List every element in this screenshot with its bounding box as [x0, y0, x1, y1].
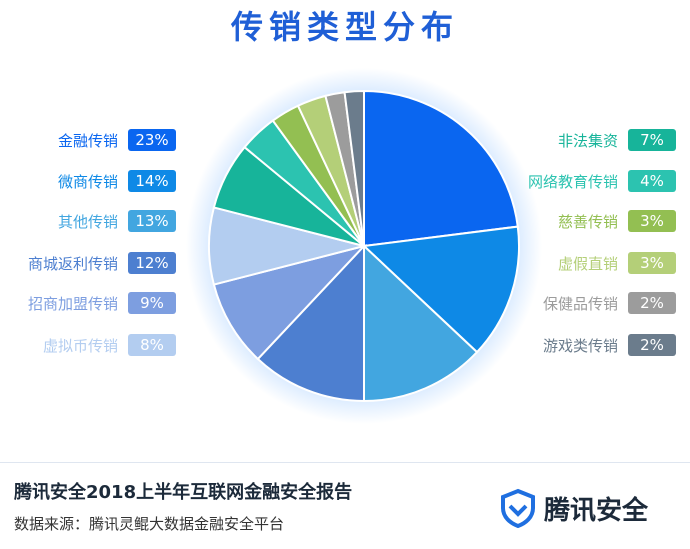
legend-label: 非法集资: [557, 131, 618, 150]
legend-label: 网络教育传销: [527, 172, 618, 191]
chart-title: 传销类型分布: [230, 8, 459, 46]
percent-badge: 4%: [628, 170, 676, 192]
percent-badge: 9%: [128, 292, 176, 314]
shield-icon: [501, 488, 535, 528]
legend-label: 其他传销: [57, 212, 118, 231]
pie-slice: [256, 243, 365, 403]
legend-label: 慈善传销: [557, 212, 618, 231]
pie-slice: [363, 243, 479, 403]
legend-label: 微商传销: [57, 172, 118, 191]
legend-item: 网络教育传销 4%: [526, 170, 676, 192]
footer-divider: [0, 462, 690, 463]
legend-right: 非法集资 7% 网络教育传销 4% 慈善传销 3% 虚假直销 3% 保健品传销 2% 游戏类传销 2%: [526, 0, 690, 460]
pie-slice: [212, 244, 368, 361]
percent-badge: 12%: [128, 252, 176, 274]
data-source: 数据来源：腾讯灵鲲大数据金融安全平台: [14, 515, 285, 533]
percent-badge: 2%: [628, 334, 676, 356]
legend-label: 保健品传销: [542, 294, 618, 313]
legend-item: 商城返利传销 12%: [28, 252, 176, 274]
legend-item: 其他传销 13%: [58, 210, 176, 232]
pie-slice: [343, 89, 365, 247]
pie-slice: [361, 225, 520, 354]
legend-item: 保健品传销 2%: [526, 292, 676, 314]
legend-item: 金融传销 23%: [58, 129, 176, 151]
percent-badge: 3%: [628, 210, 676, 232]
legend-item: 招商加盟传销 9%: [28, 292, 176, 314]
percent-badge: 7%: [628, 129, 676, 151]
percent-badge: 14%: [128, 170, 176, 192]
percent-badge: 13%: [128, 210, 176, 232]
percent-badge: 3%: [628, 252, 676, 274]
legend-label: 招商加盟传销: [27, 294, 118, 313]
legend-label: 游戏类传销: [542, 336, 618, 355]
legend-label: 商城返利传销: [27, 254, 118, 273]
percent-badge: 23%: [128, 129, 176, 151]
legend-left: 金融传销 23% 微商传销 14% 其他传销 13% 商城返利传销 12% 招商加盟传销 9% 虚拟…: [0, 0, 176, 460]
legend-item: 虚拟币传销 8%: [43, 334, 176, 356]
percent-badge: 2%: [628, 292, 676, 314]
report-title: 腾讯安全2018上半年互联网金融安全报告: [14, 482, 353, 503]
pie-chart: [186, 68, 542, 424]
legend-label: 虚拟币传销: [42, 336, 118, 355]
legend-label: 金融传销: [57, 131, 118, 150]
legend-item: 慈善传销 3%: [526, 210, 676, 232]
brand-logo: 腾讯安全: [498, 488, 648, 528]
legend-item: 微商传销 14%: [58, 170, 176, 192]
percent-badge: 8%: [128, 334, 176, 356]
brand-name: 腾讯安全: [544, 495, 649, 526]
pie-slice: [363, 89, 519, 248]
legend-item: 游戏类传销 2%: [526, 334, 676, 356]
legend-item: 虚假直销 3%: [526, 252, 676, 274]
legend-item: 非法集资 7%: [526, 129, 676, 151]
legend-label: 虚假直销: [557, 254, 618, 273]
